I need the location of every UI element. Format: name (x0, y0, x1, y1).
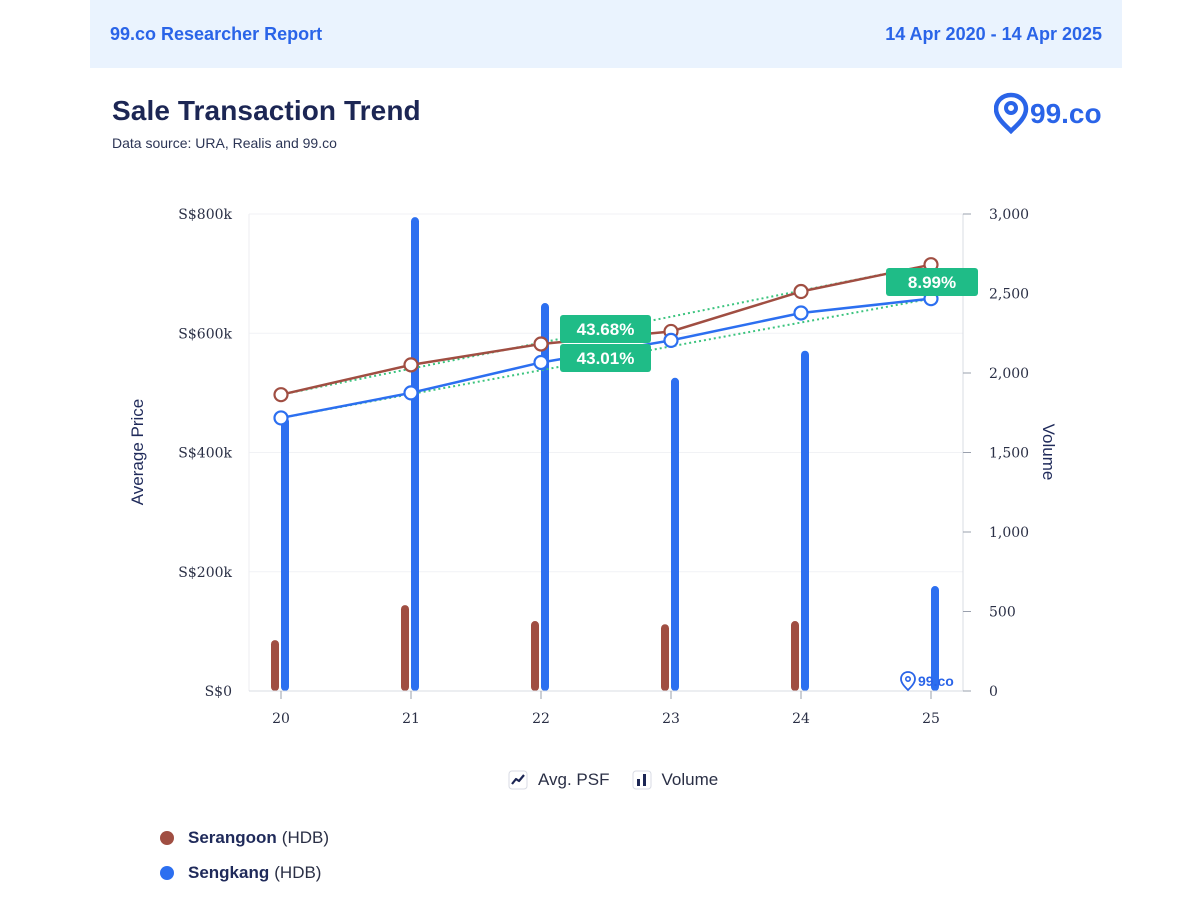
watermark-pin-icon (900, 671, 916, 692)
y-axis-title: Average Price (128, 399, 147, 505)
y2-tick-label: 2,500 (989, 287, 1029, 303)
price-point-serangoon-24[interactable] (793, 283, 809, 300)
data-source: Data source: URA, Realis and 99.co (112, 135, 337, 151)
change-badge-bg (886, 268, 978, 296)
price-point-sengkang-21[interactable] (403, 385, 419, 401)
metric-legend-volume[interactable]: Volume (632, 770, 719, 790)
series-legend-item-sengkang[interactable]: Sengkang (HDB) (160, 855, 329, 890)
volume-bar-serangoon-21 (401, 605, 409, 691)
chart-title: Sale Transaction Trend (112, 95, 421, 126)
change-badge-text: 43.68% (577, 320, 635, 339)
y2-tick-label: 1,000 (989, 525, 1029, 541)
y2-tick-label: 1,500 (989, 446, 1029, 462)
volume-bar-serangoon-20 (271, 640, 279, 691)
y-tick-label: S$800k (178, 207, 232, 223)
volume-bar-sengkang-25 (931, 586, 939, 691)
series-legend-item-serangoon[interactable]: Serangoon (HDB) (160, 820, 329, 855)
price-point-serangoon-21[interactable] (403, 357, 419, 373)
logo-text: 99.co (1030, 98, 1102, 129)
x-tick-label: 22 (532, 711, 550, 727)
x-tick-label: 25 (922, 711, 940, 727)
volume-bar-serangoon-23 (661, 624, 669, 691)
location-pin-icon (994, 92, 1029, 134)
price-point-sengkang-23[interactable] (663, 332, 679, 349)
x-tick-label: 23 (662, 711, 680, 727)
metric-legend-price-label: Avg. PSF (538, 770, 610, 789)
x-tick-label: 20 (272, 711, 290, 727)
change-badge-text: 8.99% (908, 273, 956, 292)
volume-bar-sengkang-20 (281, 417, 289, 691)
y-tick-label: S$200k (178, 565, 232, 581)
price-point-sengkang-22[interactable] (533, 354, 549, 371)
y2-tick-label: 2,000 (989, 366, 1029, 382)
metric-legend-volume-label: Volume (661, 770, 719, 789)
change-badge-bg (560, 315, 651, 343)
volume-bar-sengkang-23 (671, 377, 679, 691)
y-tick-label: S$600k (178, 326, 232, 342)
price-point-sengkang-24[interactable] (793, 305, 809, 321)
volume-bar-sengkang-21 (411, 217, 419, 691)
y-tick-label: S$400k (178, 446, 232, 462)
y2-tick-label: 500 (989, 605, 1016, 621)
series-name: Sengkang (188, 862, 270, 882)
report-brand: 99.co Researcher Report (110, 23, 323, 44)
y2-axis-title: Volume (1039, 424, 1058, 481)
report-date-range: 14 Apr 2020 - 14 Apr 2025 (885, 23, 1102, 44)
y2-tick-label: 3,000 (989, 207, 1029, 223)
series-dot (160, 865, 174, 880)
series-dot (160, 830, 174, 845)
line-chart-icon (508, 770, 528, 790)
volume-bar-sengkang-22 (541, 303, 549, 691)
price-point-sengkang-20[interactable] (273, 410, 289, 426)
watermark: 99.co (900, 671, 954, 692)
metric-legend-price[interactable]: Avg. PSF (508, 770, 610, 790)
x-tick-label: 21 (402, 711, 420, 727)
series-type: (HDB) (274, 862, 322, 882)
title-block: Sale Transaction Trend Data source: URA,… (112, 95, 421, 151)
watermark-text: 99.co (918, 673, 954, 689)
report-header: 99.co Researcher Report 14 Apr 2020 - 14… (90, 0, 1122, 68)
series-name: Serangoon (188, 827, 277, 847)
y-tick-label: S$0 (205, 684, 232, 700)
series-legend: Serangoon (HDB) Sengkang (HDB) (160, 820, 329, 890)
volume-bar-serangoon-22 (531, 621, 539, 691)
bar-chart-icon (632, 770, 652, 790)
volume-bar-sengkang-24 (801, 350, 809, 691)
price-point-serangoon-22[interactable] (533, 336, 549, 352)
volume-bar-serangoon-24 (791, 621, 799, 691)
change-badge-bg (560, 344, 651, 372)
logo: 99.co (994, 92, 1102, 134)
series-type: (HDB) (281, 827, 330, 847)
price-point-serangoon-20[interactable] (273, 387, 289, 403)
metric-legend: Avg. PSF Volume (508, 770, 718, 790)
y2-tick-label: 0 (989, 684, 998, 700)
change-badge-text: 43.01% (577, 349, 635, 368)
x-tick-label: 24 (792, 711, 810, 727)
